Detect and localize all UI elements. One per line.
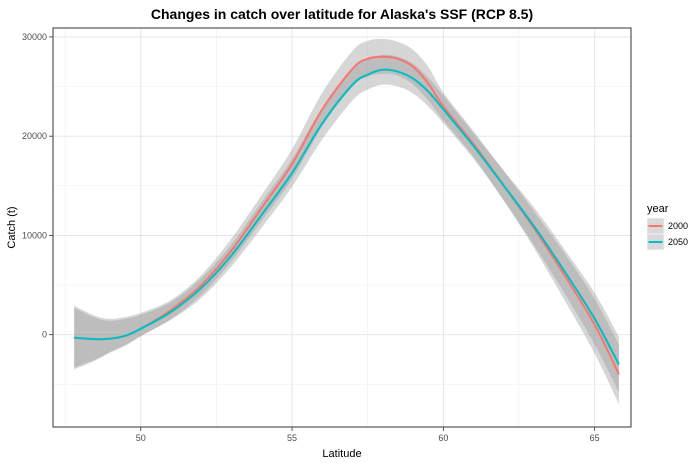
panel-border [52, 27, 632, 428]
legend-label-2000: 2000 [668, 221, 688, 231]
y-axis-title: Catch (t) [6, 206, 18, 248]
y-axis: 0 10000 20000 30000 [22, 32, 53, 340]
series-lines [74, 55, 620, 375]
y-tick-label: 30000 [22, 32, 47, 42]
plot-panel [52, 27, 632, 428]
chart-title: Changes in catch over latitude for Alask… [151, 6, 533, 22]
x-tick-label: 60 [438, 433, 448, 443]
legend: year 2000 2050 [646, 203, 688, 251]
y-tick-label: 20000 [22, 131, 47, 141]
grid-minor [53, 28, 631, 427]
grid-major [53, 28, 631, 427]
x-tick-label: 50 [136, 433, 146, 443]
x-axis-title: Latitude [322, 448, 361, 460]
legend-title: year [647, 203, 669, 215]
x-tick-label: 65 [590, 433, 600, 443]
y-tick-label: 10000 [22, 230, 47, 240]
legend-label-2050: 2050 [668, 237, 688, 247]
y-tick-label: 0 [42, 330, 47, 340]
x-axis: 50 55 60 65 [136, 427, 600, 443]
line-series-2050 [74, 68, 620, 365]
x-tick-label: 55 [287, 433, 297, 443]
